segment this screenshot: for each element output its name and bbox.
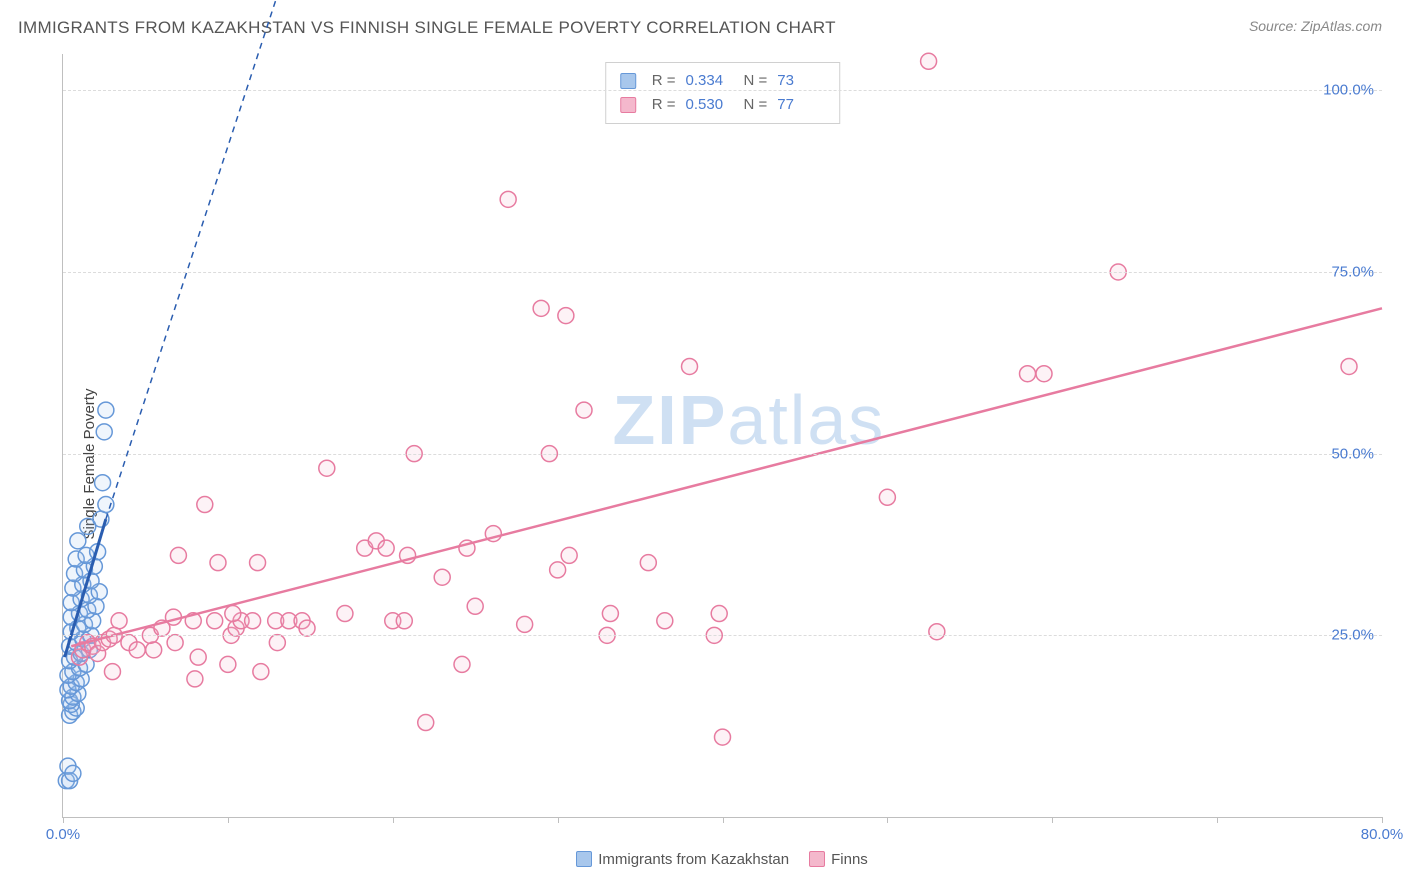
x-tick bbox=[1382, 817, 1383, 823]
x-tick bbox=[63, 817, 64, 823]
x-tick bbox=[723, 817, 724, 823]
gridline bbox=[63, 90, 1382, 91]
n-value-b: 77 bbox=[777, 93, 825, 117]
x-tick-label: 80.0% bbox=[1361, 826, 1404, 843]
n-label-b: N = bbox=[744, 93, 768, 117]
x-tick-label: 0.0% bbox=[46, 826, 80, 843]
x-legend-item-b: Finns bbox=[809, 851, 868, 868]
chart-title: IMMIGRANTS FROM KAZAKHSTAN VS FINNISH SI… bbox=[18, 18, 836, 38]
x-swatch-b-icon bbox=[809, 851, 825, 867]
gridline bbox=[63, 635, 1382, 636]
source-prefix: Source: bbox=[1249, 18, 1301, 34]
x-tick bbox=[558, 817, 559, 823]
plot-box: ZIPatlas R = 0.334 N = 73 R = 0.530 N = … bbox=[62, 54, 1382, 818]
swatch-b-icon bbox=[620, 97, 636, 113]
x-legend-item-a: Immigrants from Kazakhstan bbox=[576, 851, 789, 868]
gridline bbox=[63, 454, 1382, 455]
x-tick bbox=[1217, 817, 1218, 823]
gridline bbox=[63, 272, 1382, 273]
r-label-b: R = bbox=[652, 93, 676, 117]
plot-svg bbox=[63, 54, 1382, 817]
y-tick-label: 75.0% bbox=[1331, 264, 1374, 281]
chart-area: Single Female Poverty ZIPatlas R = 0.334… bbox=[18, 54, 1382, 874]
y-tick-label: 25.0% bbox=[1331, 627, 1374, 644]
swatch-a-icon bbox=[620, 73, 636, 89]
y-tick-label: 50.0% bbox=[1331, 445, 1374, 462]
source-attribution: Source: ZipAtlas.com bbox=[1249, 18, 1382, 34]
x-legend-label-a: Immigrants from Kazakhstan bbox=[598, 851, 789, 868]
x-tick bbox=[887, 817, 888, 823]
x-tick bbox=[228, 817, 229, 823]
x-tick bbox=[1052, 817, 1053, 823]
x-swatch-a-icon bbox=[576, 851, 592, 867]
r-value-b: 0.530 bbox=[686, 93, 734, 117]
x-tick bbox=[393, 817, 394, 823]
x-legend-label-b: Finns bbox=[831, 851, 868, 868]
stats-row-b: R = 0.530 N = 77 bbox=[620, 93, 826, 117]
stats-legend: R = 0.334 N = 73 R = 0.530 N = 77 bbox=[605, 62, 841, 124]
x-axis-legend: Immigrants from Kazakhstan Finns bbox=[62, 844, 1382, 874]
source-name: ZipAtlas.com bbox=[1301, 18, 1382, 34]
y-tick-label: 100.0% bbox=[1323, 82, 1374, 99]
